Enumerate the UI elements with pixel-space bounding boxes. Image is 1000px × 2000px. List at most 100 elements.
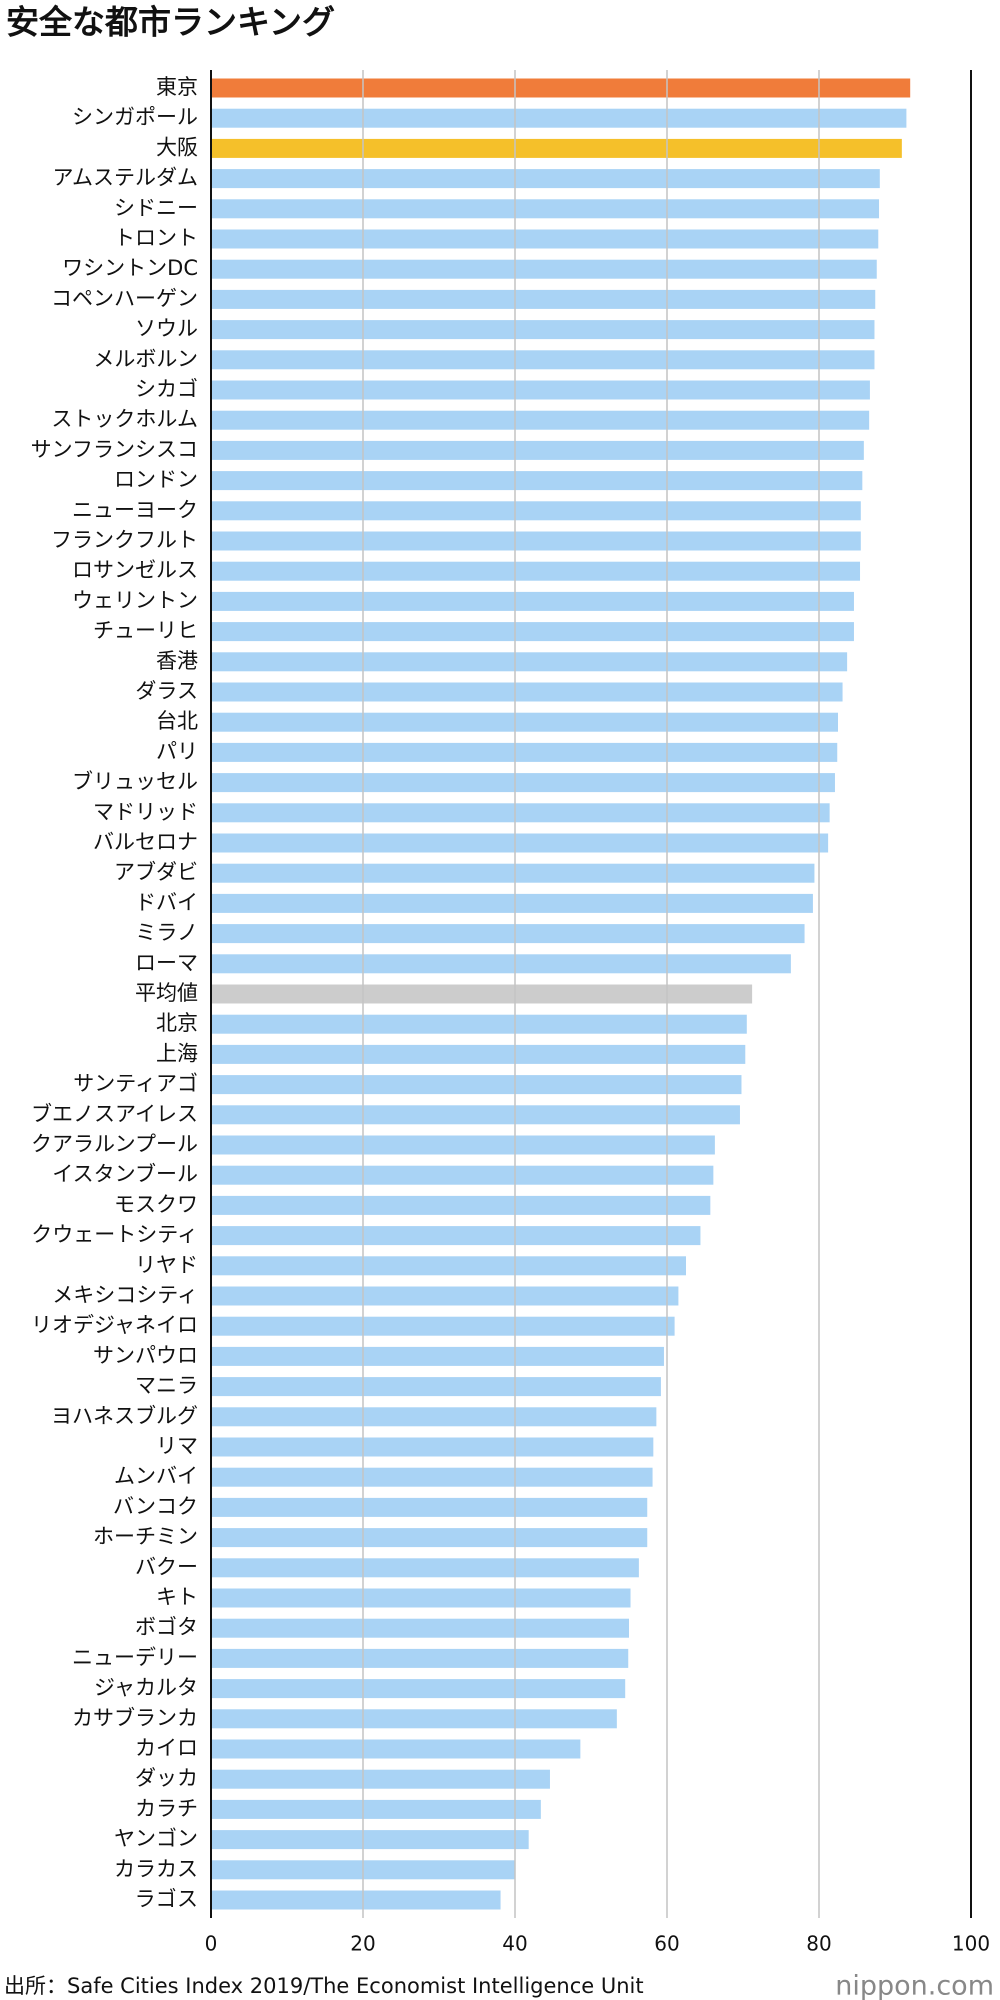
y-tick-label: メルボルン bbox=[93, 347, 198, 371]
y-tick-label: ローマ bbox=[135, 951, 198, 975]
bar bbox=[211, 350, 875, 370]
y-tick-label: 平均値 bbox=[135, 981, 198, 1005]
logo: nippon.com bbox=[835, 1971, 994, 2000]
bar bbox=[211, 893, 813, 913]
y-tick-label: イスタンブール bbox=[52, 1162, 198, 1186]
bar bbox=[211, 320, 875, 340]
bar bbox=[211, 1316, 675, 1336]
bar bbox=[211, 1528, 648, 1548]
bar bbox=[211, 1044, 746, 1064]
y-tick-label: ドバイ bbox=[135, 890, 198, 914]
y-tick-label: 香港 bbox=[156, 649, 198, 673]
y-tick-label: カラチ bbox=[135, 1796, 198, 1820]
y-tick-label: ヤンゴン bbox=[114, 1827, 198, 1851]
bar bbox=[211, 591, 854, 611]
bar bbox=[211, 440, 864, 460]
bar bbox=[211, 1739, 581, 1759]
y-tick-label: キト bbox=[156, 1585, 198, 1609]
y-tick-label: モスクワ bbox=[114, 1192, 198, 1216]
bar bbox=[211, 289, 876, 309]
y-tick-label: ヨハネスブルグ bbox=[51, 1404, 198, 1428]
bar bbox=[211, 1467, 653, 1487]
y-tick-label: 大阪 bbox=[156, 135, 198, 159]
y-tick-label: リヤド bbox=[135, 1253, 198, 1277]
bar bbox=[211, 410, 870, 430]
bar bbox=[211, 1709, 617, 1729]
x-tick-label: 20 bbox=[350, 1932, 375, 1956]
bar bbox=[211, 531, 861, 551]
bar bbox=[211, 954, 791, 974]
bar bbox=[211, 1437, 654, 1457]
y-tick-label: リオデジャネイロ bbox=[31, 1313, 198, 1337]
bar bbox=[211, 1195, 711, 1215]
bar bbox=[211, 652, 848, 672]
y-tick-label: ムンバイ bbox=[114, 1464, 198, 1488]
y-tick-label: バルセロナ bbox=[93, 830, 198, 854]
bar bbox=[211, 1407, 657, 1427]
bar bbox=[211, 1105, 740, 1125]
y-tick-label: ロサンゼルス bbox=[72, 558, 198, 582]
bar bbox=[211, 682, 843, 702]
bar bbox=[211, 924, 805, 944]
bar bbox=[211, 1648, 629, 1668]
y-tick-label: サンパウロ bbox=[93, 1343, 198, 1367]
y-tick-label: クアラルンプール bbox=[31, 1132, 198, 1156]
y-tick-label: マドリッド bbox=[93, 800, 198, 824]
y-tick-label: アブダビ bbox=[114, 860, 198, 884]
bar bbox=[211, 1558, 639, 1578]
y-tick-label: ボゴタ bbox=[135, 1615, 198, 1639]
bar bbox=[211, 984, 753, 1004]
y-tick-label: パリ bbox=[156, 739, 198, 763]
bar bbox=[211, 501, 861, 521]
y-tick-label: カイロ bbox=[135, 1736, 198, 1760]
bar bbox=[211, 1165, 714, 1185]
y-tick-label: ニューデリー bbox=[72, 1645, 198, 1669]
y-tick-label: ブリュッセル bbox=[72, 770, 198, 794]
bar bbox=[211, 78, 911, 98]
bar bbox=[211, 803, 830, 823]
bar bbox=[211, 1588, 631, 1608]
y-tick-label: 上海 bbox=[156, 1041, 198, 1065]
y-tick-label: クウェートシティ bbox=[31, 1223, 198, 1247]
source: 出所：Safe Cities Index 2019/The Economist … bbox=[4, 1974, 644, 1998]
y-tick-label: ロンドン bbox=[114, 468, 198, 492]
y-tick-label: ダッカ bbox=[135, 1766, 198, 1790]
y-tick-label: アムステルダム bbox=[52, 166, 198, 190]
bar bbox=[211, 259, 877, 279]
y-tick-label: シドニー bbox=[114, 196, 198, 220]
y-tick-label: リマ bbox=[156, 1434, 198, 1458]
y-tick-label: ウェリントン bbox=[72, 588, 198, 612]
y-tick-label: ホーチミン bbox=[93, 1525, 198, 1549]
y-tick-label: トロント bbox=[114, 226, 198, 250]
bar bbox=[211, 1769, 550, 1789]
x-tick-label: 0 bbox=[205, 1932, 218, 1956]
x-tick-label: 80 bbox=[806, 1932, 831, 1956]
bar bbox=[211, 138, 902, 158]
bar bbox=[211, 1135, 715, 1155]
y-tick-label: 台北 bbox=[156, 709, 198, 733]
bar bbox=[211, 1679, 626, 1699]
y-tick-label: マニラ bbox=[135, 1374, 198, 1398]
y-tick-label: ブエノスアイレス bbox=[31, 1102, 198, 1126]
bar bbox=[211, 863, 815, 883]
bar bbox=[211, 1346, 664, 1366]
bar bbox=[211, 169, 880, 189]
y-tick-label: カサブランカ bbox=[72, 1706, 198, 1730]
y-tick-label: サンティアゴ bbox=[73, 1072, 198, 1096]
chart-title: 安全な都市ランキング bbox=[6, 3, 335, 42]
y-tick-label: ミラノ bbox=[135, 921, 198, 945]
bar bbox=[211, 742, 838, 762]
y-tick-label: メキシコシティ bbox=[52, 1283, 198, 1307]
y-tick-label: 北京 bbox=[156, 1011, 198, 1035]
bar bbox=[211, 561, 861, 581]
y-tick-label: ラゴス bbox=[135, 1887, 198, 1911]
bar bbox=[211, 229, 879, 249]
y-tick-label: ストックホルム bbox=[51, 407, 198, 431]
y-tick-label: ワシントンDC bbox=[62, 256, 198, 280]
bar bbox=[211, 380, 870, 400]
bar bbox=[211, 773, 835, 793]
y-tick-label: バンコク bbox=[113, 1494, 198, 1518]
bar bbox=[211, 108, 907, 128]
